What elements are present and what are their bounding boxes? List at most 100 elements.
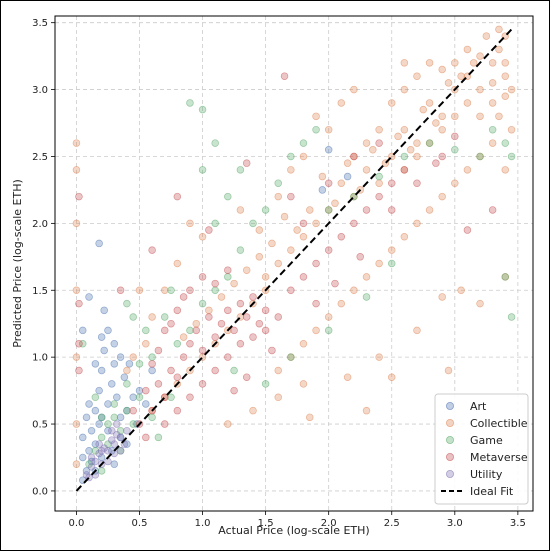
y-tick-label: 0.5 (32, 420, 48, 431)
point-art (120, 373, 129, 381)
point-metaverse (230, 326, 238, 335)
legend-marker-art (445, 401, 454, 410)
point-metaverse (463, 226, 472, 234)
point-collectible (432, 119, 440, 127)
point-metaverse (224, 353, 232, 361)
point-metaverse (488, 206, 497, 214)
point-art (110, 340, 119, 348)
x-tick-label: 3.0 (447, 518, 463, 529)
point-collectible (255, 226, 264, 234)
x-tick-label: 2.5 (384, 518, 400, 529)
legend-label-collectible: Collectible (470, 417, 528, 430)
point-collectible (438, 112, 446, 121)
point-collectible (362, 406, 371, 415)
point-metaverse (236, 299, 245, 308)
point-art (82, 413, 91, 422)
point-game (400, 152, 409, 161)
point-collectible (444, 366, 453, 375)
point-collectible (476, 52, 484, 60)
point-collectible (495, 45, 503, 54)
point-metaverse (211, 279, 219, 288)
point-collectible (394, 132, 402, 141)
point-metaverse (173, 406, 182, 415)
point-metaverse (432, 159, 440, 167)
point-collectible (438, 192, 446, 201)
point-metaverse (148, 246, 156, 254)
point-collectible (362, 166, 371, 174)
scatter-points (72, 25, 516, 484)
point-metaverse (75, 299, 83, 308)
point-collectible (495, 25, 503, 34)
point-collectible (488, 139, 497, 147)
point-game (501, 273, 510, 281)
point-collectible (482, 32, 491, 40)
point-metaverse (192, 326, 201, 335)
point-collectible (299, 340, 308, 348)
point-collectible (501, 59, 510, 67)
point-collectible (457, 72, 465, 80)
point-metaverse (274, 313, 282, 321)
point-game (186, 99, 194, 107)
point-art (104, 400, 112, 408)
point-collectible (375, 259, 383, 268)
point-collectible (387, 373, 396, 381)
point-collectible (72, 460, 81, 468)
point-metaverse (236, 340, 245, 348)
point-collectible (72, 420, 81, 428)
point-metaverse (312, 259, 320, 268)
point-metaverse (255, 319, 264, 328)
point-collectible (457, 286, 465, 295)
point-metaverse (331, 279, 339, 288)
point-art (85, 447, 93, 455)
point-game (97, 433, 106, 442)
point-game (236, 166, 245, 174)
point-metaverse (173, 192, 182, 201)
point-game (507, 313, 516, 321)
point-metaverse (179, 293, 188, 301)
point-art (95, 386, 103, 395)
point-game (154, 433, 163, 442)
point-game (173, 340, 182, 348)
point-metaverse (287, 192, 295, 201)
point-art (142, 400, 150, 408)
point-game (97, 413, 106, 422)
point-collectible (469, 59, 478, 67)
point-game (129, 420, 137, 428)
point-collectible (249, 406, 257, 415)
point-utility (95, 440, 103, 448)
point-metaverse (400, 166, 409, 174)
point-game (324, 326, 333, 335)
point-metaverse (375, 139, 383, 147)
point-game (501, 139, 510, 147)
point-art (113, 393, 121, 402)
point-collectible (362, 139, 371, 147)
point-game (261, 380, 270, 388)
point-collectible (476, 299, 484, 308)
x-tick-label: 1.5 (258, 518, 274, 529)
point-metaverse (198, 346, 207, 355)
y-tick-label: 1.0 (32, 353, 48, 364)
point-game (312, 125, 320, 134)
point-game (224, 192, 232, 201)
point-metaverse (167, 366, 175, 375)
point-collectible (476, 85, 484, 94)
point-collectible (451, 59, 459, 67)
point-collectible (274, 366, 282, 375)
point-metaverse (75, 366, 83, 375)
point-game (148, 413, 156, 422)
point-metaverse (451, 132, 459, 141)
point-collectible (242, 266, 251, 274)
point-art (91, 406, 100, 415)
point-collectible (230, 279, 238, 288)
point-metaverse (438, 152, 446, 161)
point-game (110, 400, 119, 408)
point-game (97, 467, 106, 475)
point-metaverse (75, 192, 83, 201)
point-game (123, 406, 131, 415)
point-collectible (413, 219, 421, 228)
point-collectible (299, 152, 308, 161)
point-collectible (438, 65, 446, 74)
point-collectible (224, 420, 232, 428)
point-collectible (495, 112, 503, 121)
point-metaverse (280, 72, 289, 80)
